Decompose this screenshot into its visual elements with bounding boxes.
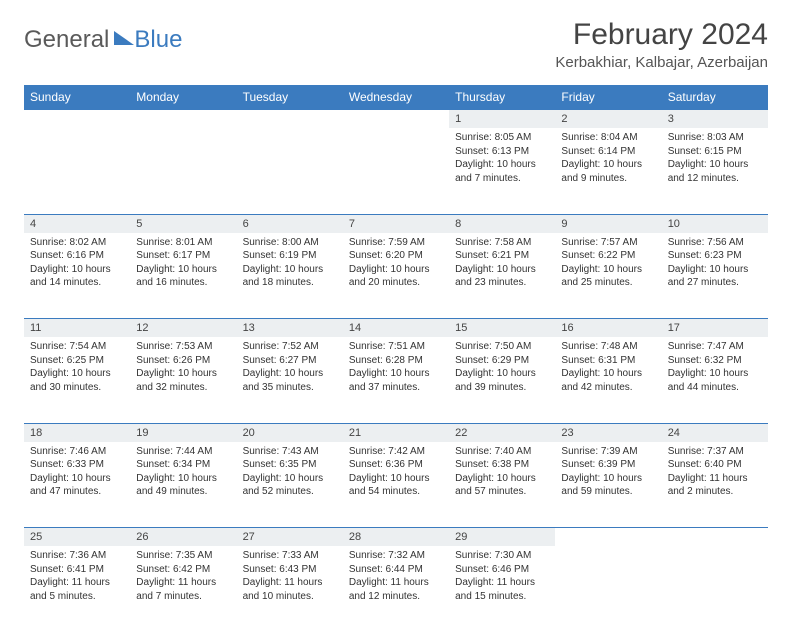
day-detail-cell: Sunrise: 7:50 AMSunset: 6:29 PMDaylight:… [449, 337, 555, 423]
day-detail-cell: Sunrise: 8:02 AMSunset: 6:16 PMDaylight:… [24, 233, 130, 319]
day-number-cell: 6 [237, 214, 343, 233]
day-number-cell: 29 [449, 528, 555, 547]
day-number-cell [555, 528, 661, 547]
logo: General Blue [24, 26, 182, 54]
day-detail-row: Sunrise: 8:05 AMSunset: 6:13 PMDaylight:… [24, 128, 768, 214]
day-number-cell: 21 [343, 423, 449, 442]
day-number-cell: 1 [449, 110, 555, 129]
weekday-header: Thursday [449, 85, 555, 110]
day-number-row: 11121314151617 [24, 319, 768, 338]
day-number-cell: 12 [130, 319, 236, 338]
day-detail-cell: Sunrise: 7:35 AMSunset: 6:42 PMDaylight:… [130, 546, 236, 632]
logo-text-blue: Blue [134, 26, 182, 54]
day-detail-cell: Sunrise: 8:00 AMSunset: 6:19 PMDaylight:… [237, 233, 343, 319]
logo-text-general: General [24, 26, 109, 54]
day-detail-cell: Sunrise: 7:59 AMSunset: 6:20 PMDaylight:… [343, 233, 449, 319]
day-detail-cell: Sunrise: 8:01 AMSunset: 6:17 PMDaylight:… [130, 233, 236, 319]
day-detail-cell: Sunrise: 7:47 AMSunset: 6:32 PMDaylight:… [662, 337, 768, 423]
day-number-cell: 2 [555, 110, 661, 129]
day-detail-cell: Sunrise: 8:05 AMSunset: 6:13 PMDaylight:… [449, 128, 555, 214]
day-detail-cell [555, 546, 661, 632]
day-detail-cell: Sunrise: 7:57 AMSunset: 6:22 PMDaylight:… [555, 233, 661, 319]
day-detail-cell: Sunrise: 7:40 AMSunset: 6:38 PMDaylight:… [449, 442, 555, 528]
weekday-header: Saturday [662, 85, 768, 110]
day-detail-cell: Sunrise: 7:48 AMSunset: 6:31 PMDaylight:… [555, 337, 661, 423]
logo-triangle-icon [114, 31, 134, 45]
day-detail-cell: Sunrise: 7:33 AMSunset: 6:43 PMDaylight:… [237, 546, 343, 632]
day-number-cell: 14 [343, 319, 449, 338]
day-number-cell [343, 110, 449, 129]
day-number-cell [237, 110, 343, 129]
day-number-row: 18192021222324 [24, 423, 768, 442]
day-detail-cell: Sunrise: 7:36 AMSunset: 6:41 PMDaylight:… [24, 546, 130, 632]
day-number-cell: 27 [237, 528, 343, 547]
day-number-cell: 20 [237, 423, 343, 442]
location-label: Kerbakhiar, Kalbajar, Azerbaijan [555, 54, 768, 71]
day-detail-cell: Sunrise: 7:52 AMSunset: 6:27 PMDaylight:… [237, 337, 343, 423]
day-number-cell: 8 [449, 214, 555, 233]
day-number-cell: 16 [555, 319, 661, 338]
weekday-header-row: SundayMondayTuesdayWednesdayThursdayFrid… [24, 85, 768, 110]
day-number-cell: 28 [343, 528, 449, 547]
day-detail-cell: Sunrise: 7:39 AMSunset: 6:39 PMDaylight:… [555, 442, 661, 528]
calendar-table: SundayMondayTuesdayWednesdayThursdayFrid… [24, 85, 768, 632]
day-detail-cell: Sunrise: 7:32 AMSunset: 6:44 PMDaylight:… [343, 546, 449, 632]
day-number-cell: 7 [343, 214, 449, 233]
day-detail-row: Sunrise: 8:02 AMSunset: 6:16 PMDaylight:… [24, 233, 768, 319]
weekday-header: Friday [555, 85, 661, 110]
weekday-header: Tuesday [237, 85, 343, 110]
day-number-cell: 9 [555, 214, 661, 233]
day-detail-cell [237, 128, 343, 214]
day-detail-cell: Sunrise: 7:43 AMSunset: 6:35 PMDaylight:… [237, 442, 343, 528]
day-number-cell: 18 [24, 423, 130, 442]
weekday-header: Monday [130, 85, 236, 110]
day-number-row: 2526272829 [24, 528, 768, 547]
month-title: February 2024 [555, 18, 768, 52]
day-number-cell: 19 [130, 423, 236, 442]
day-number-row: 123 [24, 110, 768, 129]
day-detail-cell [662, 546, 768, 632]
day-number-cell: 25 [24, 528, 130, 547]
day-detail-cell [24, 128, 130, 214]
day-detail-cell: Sunrise: 7:37 AMSunset: 6:40 PMDaylight:… [662, 442, 768, 528]
day-detail-cell: Sunrise: 7:56 AMSunset: 6:23 PMDaylight:… [662, 233, 768, 319]
day-detail-row: Sunrise: 7:46 AMSunset: 6:33 PMDaylight:… [24, 442, 768, 528]
day-number-cell: 24 [662, 423, 768, 442]
weekday-header: Wednesday [343, 85, 449, 110]
header: General Blue February 2024 Kerbakhiar, K… [24, 18, 768, 71]
title-block: February 2024 Kerbakhiar, Kalbajar, Azer… [555, 18, 768, 71]
day-number-cell [130, 110, 236, 129]
day-detail-cell: Sunrise: 7:53 AMSunset: 6:26 PMDaylight:… [130, 337, 236, 423]
day-number-cell [662, 528, 768, 547]
day-detail-cell: Sunrise: 7:30 AMSunset: 6:46 PMDaylight:… [449, 546, 555, 632]
day-detail-cell: Sunrise: 7:42 AMSunset: 6:36 PMDaylight:… [343, 442, 449, 528]
day-detail-row: Sunrise: 7:54 AMSunset: 6:25 PMDaylight:… [24, 337, 768, 423]
day-detail-cell: Sunrise: 7:54 AMSunset: 6:25 PMDaylight:… [24, 337, 130, 423]
day-number-cell: 26 [130, 528, 236, 547]
day-number-cell: 22 [449, 423, 555, 442]
day-detail-cell [343, 128, 449, 214]
weekday-header: Sunday [24, 85, 130, 110]
day-detail-cell [130, 128, 236, 214]
day-number-row: 45678910 [24, 214, 768, 233]
day-detail-cell: Sunrise: 7:44 AMSunset: 6:34 PMDaylight:… [130, 442, 236, 528]
day-number-cell: 10 [662, 214, 768, 233]
day-number-cell: 4 [24, 214, 130, 233]
day-detail-cell: Sunrise: 7:51 AMSunset: 6:28 PMDaylight:… [343, 337, 449, 423]
day-detail-cell: Sunrise: 8:03 AMSunset: 6:15 PMDaylight:… [662, 128, 768, 214]
day-detail-row: Sunrise: 7:36 AMSunset: 6:41 PMDaylight:… [24, 546, 768, 632]
day-number-cell: 11 [24, 319, 130, 338]
day-number-cell: 23 [555, 423, 661, 442]
day-number-cell: 15 [449, 319, 555, 338]
day-number-cell: 3 [662, 110, 768, 129]
day-detail-cell: Sunrise: 7:46 AMSunset: 6:33 PMDaylight:… [24, 442, 130, 528]
day-number-cell: 13 [237, 319, 343, 338]
day-number-cell [24, 110, 130, 129]
day-number-cell: 17 [662, 319, 768, 338]
day-detail-cell: Sunrise: 8:04 AMSunset: 6:14 PMDaylight:… [555, 128, 661, 214]
day-number-cell: 5 [130, 214, 236, 233]
day-detail-cell: Sunrise: 7:58 AMSunset: 6:21 PMDaylight:… [449, 233, 555, 319]
